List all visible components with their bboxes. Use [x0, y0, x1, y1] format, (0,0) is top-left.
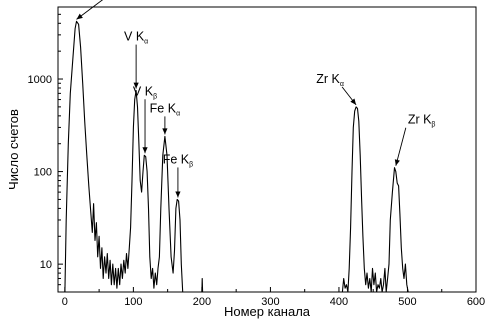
- annotation-label: Zr Kα: [316, 72, 344, 88]
- arrow-head: [142, 147, 148, 154]
- x-tick-label: 100: [124, 296, 142, 308]
- arrow-head: [175, 191, 181, 198]
- peak-annotation: V Kβ: [133, 84, 157, 154]
- arrow-head: [394, 159, 400, 166]
- plot-frame: [57, 6, 477, 293]
- annotation-arrow: [76, 0, 104, 20]
- arrow-head: [350, 98, 357, 105]
- y-axis: 10 100 1000: [28, 6, 63, 293]
- y-tick-label: 1000: [28, 74, 52, 86]
- peak-annotation: Zr Kα: [316, 72, 357, 106]
- y-tick-label: 100: [34, 167, 52, 179]
- arrow-head: [133, 82, 139, 89]
- y-tick-label: 10: [40, 259, 52, 271]
- series-line: [341, 106, 409, 293]
- peak-annotation: Fe Kβ: [163, 152, 193, 198]
- peak-annotation: V Kα: [124, 30, 148, 89]
- x-tick-label: 200: [193, 296, 211, 308]
- x-tick-label: 0: [62, 296, 68, 308]
- peak-annotation: Zr Kβ: [394, 113, 436, 166]
- annotation-label: Fe Kα: [150, 101, 180, 117]
- arrow-head: [76, 13, 83, 20]
- plot-area: [57, 6, 477, 293]
- arrow-head: [162, 128, 168, 135]
- x-tick-label: 500: [398, 296, 416, 308]
- series-line: [64, 20, 184, 293]
- annotation-label: Zr Kβ: [408, 113, 436, 129]
- x-tick-label: 400: [330, 296, 348, 308]
- peak-annotation: Fe Kα: [150, 101, 180, 135]
- annotation-arrow: [395, 127, 407, 166]
- annotation-label: V Kα: [124, 30, 148, 46]
- annotation-label: Fe Kβ: [163, 152, 193, 168]
- x-tick-label: 600: [467, 296, 485, 308]
- peak-annotation: Zr Lα: [76, 0, 104, 20]
- x-tick-label: 300: [261, 296, 279, 308]
- series-line: [201, 277, 204, 293]
- y-axis-title: Число счетов: [6, 109, 21, 190]
- x-axis-title: Номер канала: [224, 304, 311, 319]
- annotation-label: V Kβ: [133, 84, 157, 100]
- series-layer: [64, 20, 409, 293]
